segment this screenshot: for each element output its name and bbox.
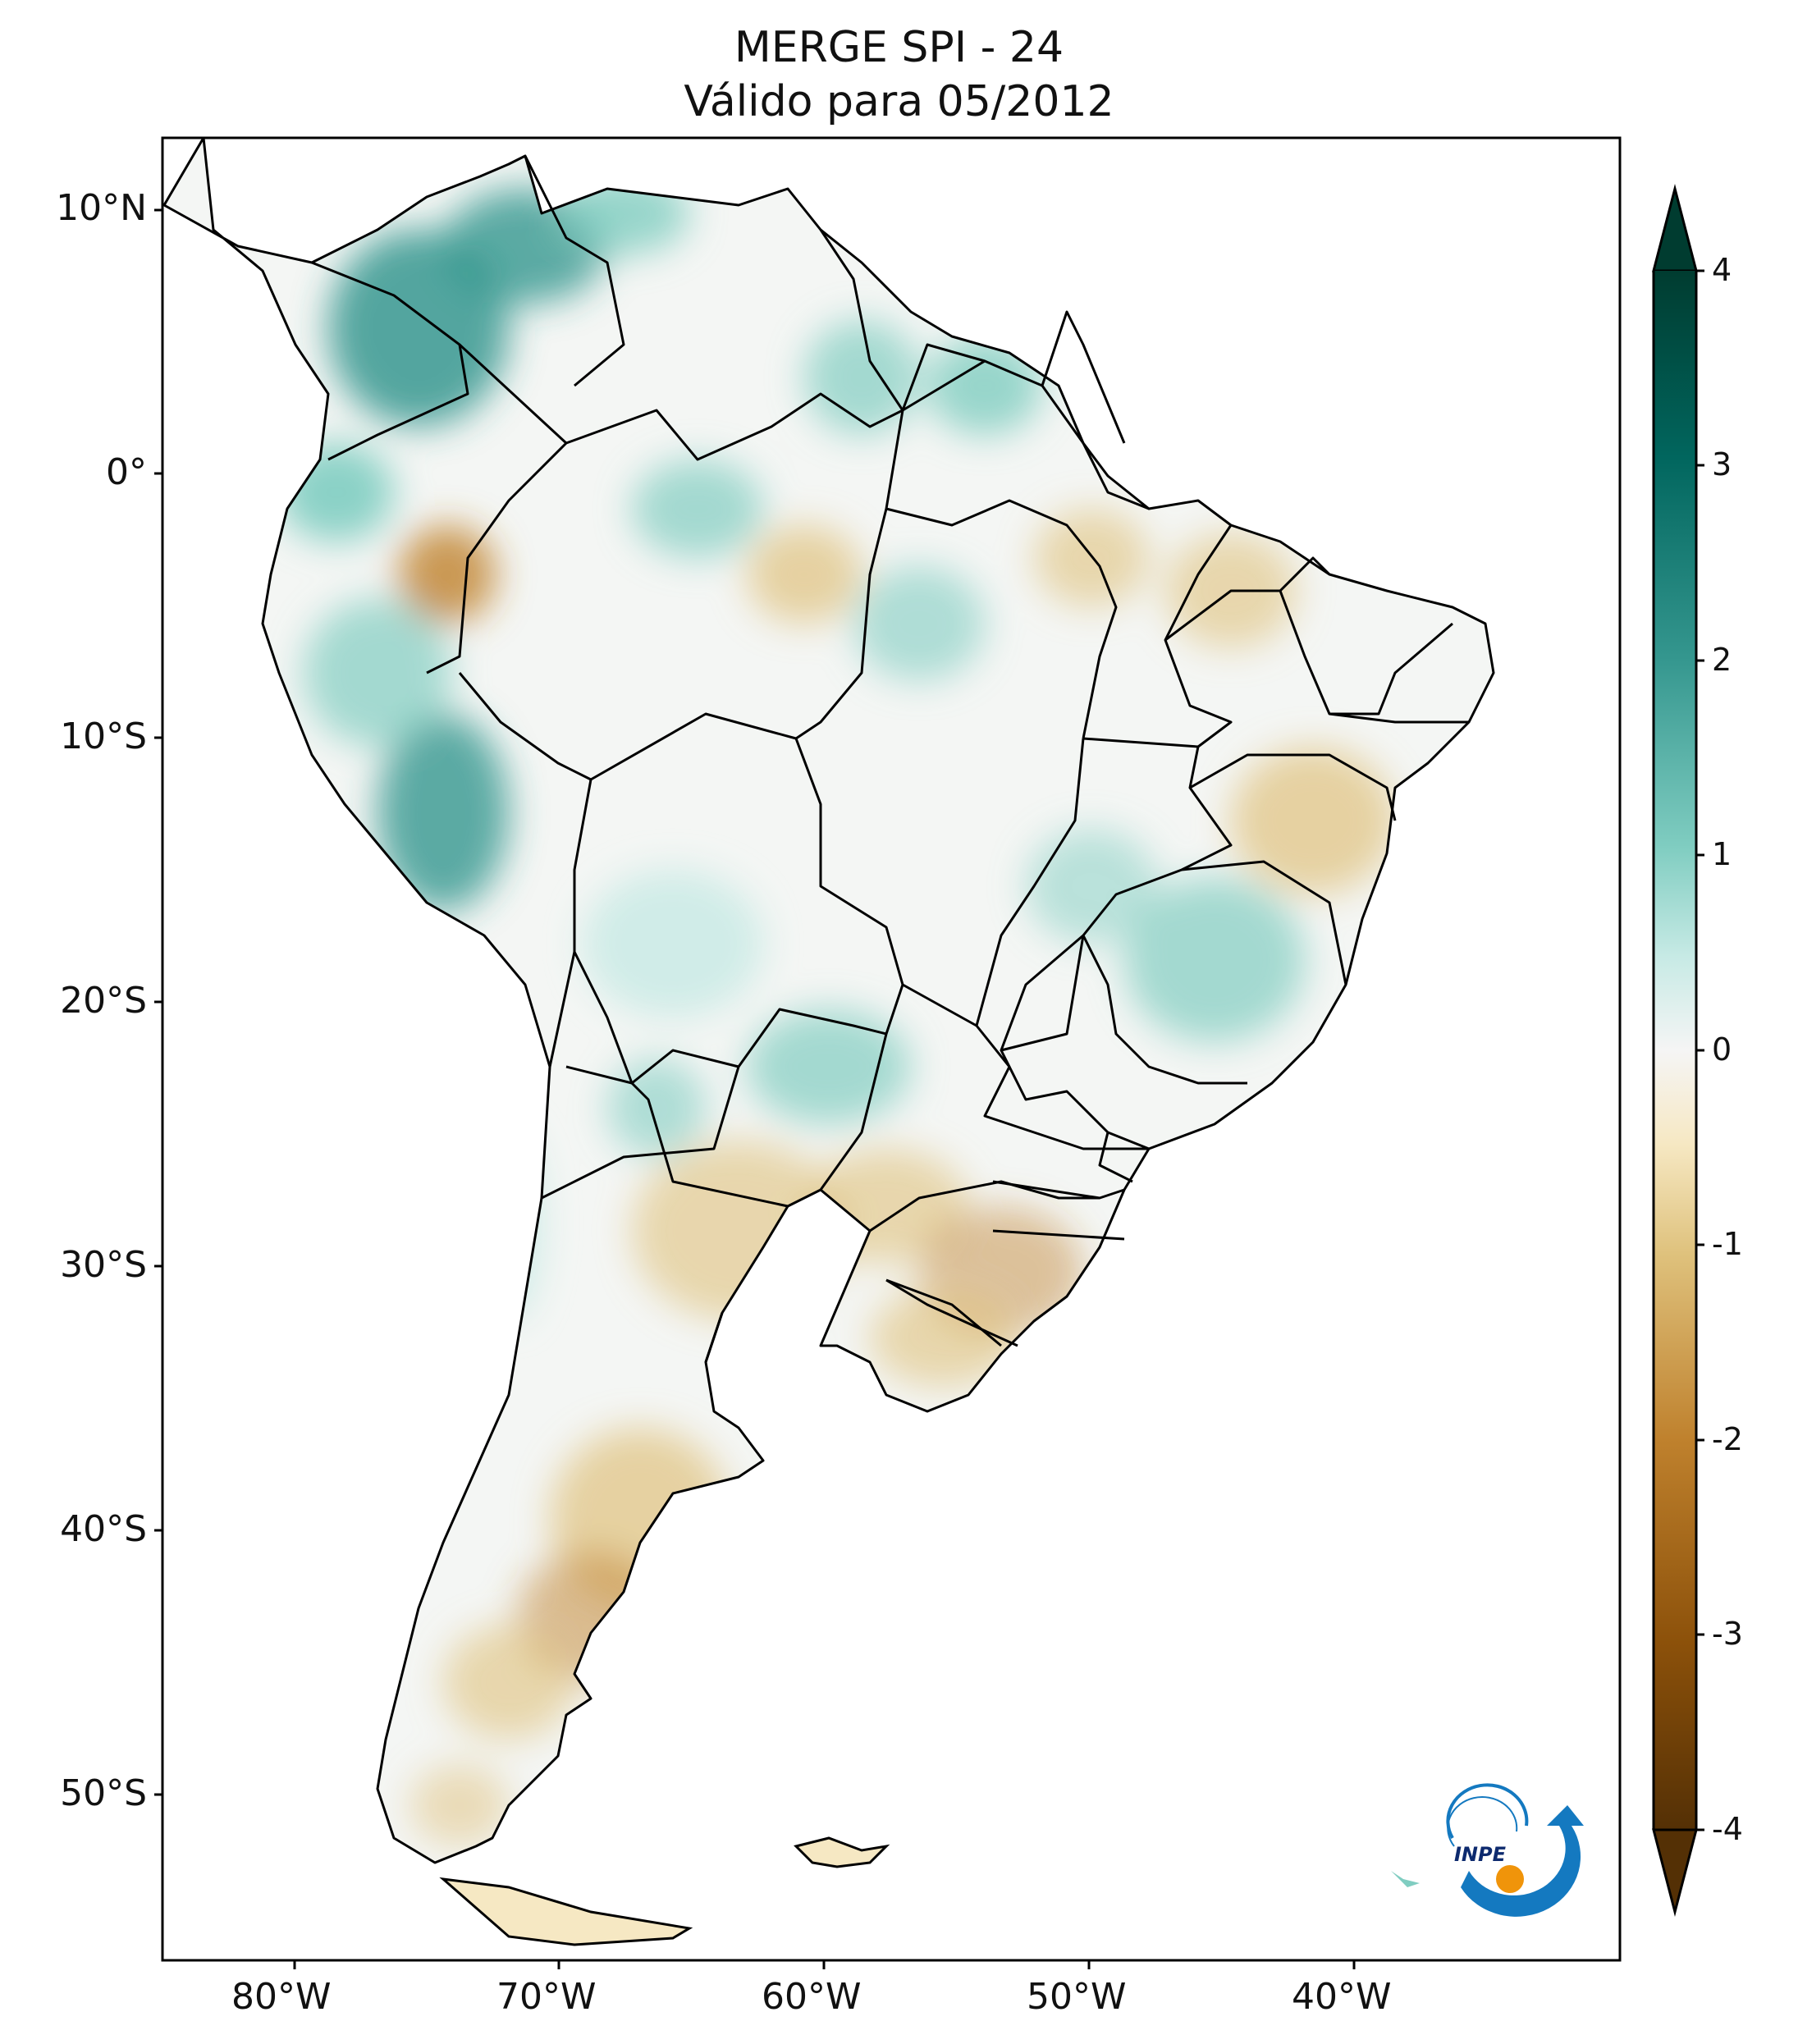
lat-label-50s: 50°S — [60, 1772, 147, 1814]
colorbar-label-1: 1 — [1712, 836, 1732, 872]
lat-label-20s: 20°S — [60, 980, 147, 1022]
coastline — [162, 136, 1495, 1864]
lon-ticks — [293, 1960, 1356, 1969]
plot-frame — [161, 136, 1622, 1962]
lon-label-60w: 60°W — [762, 1976, 862, 2018]
colorbar-label-neg4: -4 — [1712, 1811, 1743, 1847]
colorbar — [1652, 184, 1704, 1917]
lat-label-30s: 30°S — [60, 1244, 147, 1286]
logo-sun-icon — [1496, 1865, 1524, 1893]
colorbar-label-3: 3 — [1712, 446, 1732, 482]
lat-label-40s: 40°S — [60, 1508, 147, 1550]
logo-text: INPE — [1454, 1843, 1507, 1866]
lat-label-10s: 10°S — [60, 716, 147, 757]
lon-label-40w: 40°W — [1292, 1976, 1392, 2018]
tierra-del-fuego — [439, 1877, 693, 1946]
lon-label-80w: 80°W — [231, 1976, 332, 2018]
colorbar-extend-max — [1652, 184, 1698, 272]
colorbar-label-neg3: -3 — [1712, 1616, 1743, 1652]
colorbar-label-4: 4 — [1712, 252, 1732, 288]
lon-label-70w: 70°W — [496, 1976, 597, 2018]
lat-ticks — [154, 208, 162, 1796]
colorbar-label-2: 2 — [1712, 642, 1732, 678]
colorbar-label-neg1: -1 — [1712, 1226, 1743, 1262]
falklands-islands — [794, 1836, 890, 1868]
colorbar-ramp — [1654, 271, 1696, 1830]
colorbar-label-0: 0 — [1712, 1031, 1732, 1068]
south-georgia — [1391, 1871, 1420, 1887]
colorbar-extend-min — [1652, 1828, 1698, 1917]
map-title: MERGE SPI - 24 — [734, 23, 1064, 72]
spi-field — [164, 138, 1494, 1863]
lat-label-0: 0° — [106, 451, 147, 493]
lon-label-50w: 50°W — [1027, 1976, 1127, 2018]
political-borders — [311, 155, 1469, 1363]
colorbar-label-neg2: -2 — [1712, 1421, 1743, 1457]
inpe-logo: INPE — [1446, 1783, 1584, 1917]
lat-label-10n: 10°N — [56, 187, 147, 229]
map-subtitle: Válido para 05/2012 — [684, 77, 1114, 126]
